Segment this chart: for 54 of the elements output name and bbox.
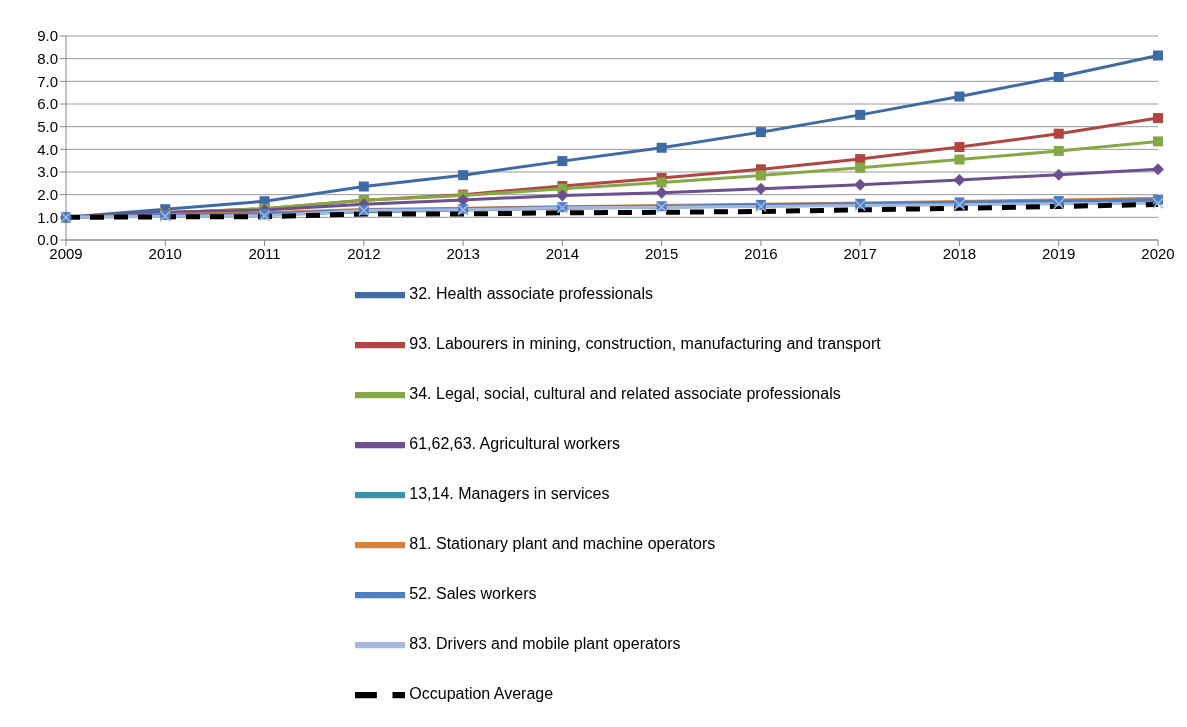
point [954, 154, 965, 165]
x-tick-label: 2015 [644, 244, 679, 262]
point [1152, 163, 1164, 176]
x-tick-label: 2017 [843, 244, 877, 262]
legend-label: 81. Stationary plant and machine operators [409, 535, 716, 553]
point [1052, 168, 1065, 181]
x-tick-label: 2010 [148, 244, 182, 262]
point [855, 109, 866, 120]
point [656, 177, 667, 188]
legend-label: 61,62,63. Agricultural workers [409, 435, 621, 453]
point [556, 189, 569, 202]
point [656, 142, 667, 153]
x-tick-label: 2012 [347, 244, 381, 262]
point [954, 142, 965, 153]
x-tick-label: 2018 [942, 244, 977, 262]
x-tick-label: 2016 [744, 244, 778, 262]
point [755, 127, 766, 138]
point [1153, 113, 1163, 124]
point [954, 91, 965, 102]
legend-label: 83. Drivers and mobile plant operators [409, 635, 681, 653]
x-tick-label: 2013 [446, 244, 480, 262]
point [1153, 50, 1163, 61]
legend-label: 34. Legal, social, cultural and related associate professionals [409, 385, 841, 403]
point [1053, 128, 1064, 139]
y-tick-label: 6.0 [37, 95, 58, 113]
point [557, 156, 568, 167]
point [953, 173, 966, 186]
y-tick-label: 4.0 [37, 140, 58, 158]
point [358, 181, 369, 192]
legend-label: Occupation Average [409, 685, 554, 703]
legend-label: 13,14. Managers in services [409, 485, 610, 503]
y-tick-label: 3.0 [37, 163, 58, 181]
legend-label: 32. Health associate professionals [409, 285, 654, 303]
y-tick-label: 2.0 [37, 185, 58, 203]
y-tick-label: 8.0 [37, 49, 58, 67]
y-tick-label: 1.0 [37, 208, 58, 226]
point [855, 154, 866, 165]
x-tick-label: 2019 [1042, 244, 1076, 262]
point [1053, 145, 1064, 156]
point [458, 170, 469, 181]
legend-label: 52. Sales workers [409, 585, 537, 603]
y-tick-label: 5.0 [37, 117, 58, 135]
x-tick-label: 2020 [1141, 244, 1175, 262]
x-tick-label: 2011 [248, 244, 281, 262]
legend-label: 93. Labourers in mining, construction, manufacturing and transport [409, 335, 881, 353]
point [1152, 197, 1164, 210]
point [755, 170, 766, 181]
point [1053, 72, 1064, 83]
y-tick-label: 7.0 [37, 72, 58, 90]
point [855, 162, 866, 173]
x-tick-label: 2014 [545, 244, 580, 262]
point [1153, 136, 1163, 147]
point [655, 186, 668, 199]
y-tick-label: 9.0 [37, 27, 58, 45]
